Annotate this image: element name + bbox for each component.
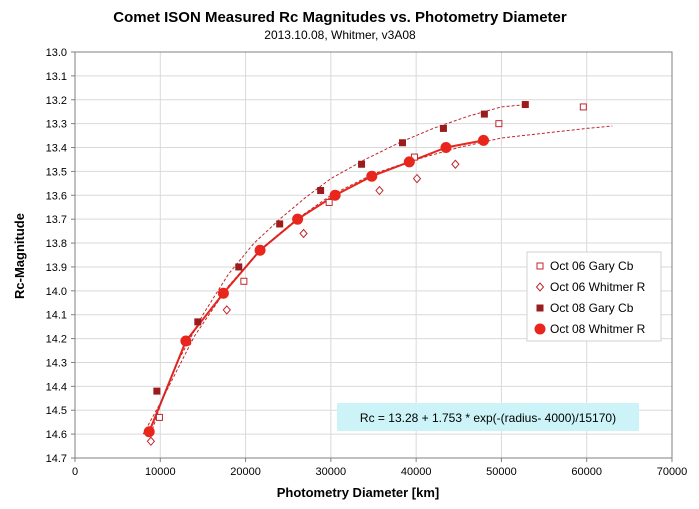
legend-marker	[534, 323, 546, 335]
data-point	[412, 173, 422, 184]
chart-subtitle: 2013.10.08, Whitmer, v3A08	[264, 28, 416, 42]
legend-label: Oct 06 Whitmer R	[550, 280, 646, 294]
legend-item: Oct 08 Gary Cb	[536, 301, 634, 315]
data-point	[222, 305, 231, 315]
data-point	[155, 413, 163, 421]
data-point	[521, 101, 529, 109]
x-tick-label: 50000	[486, 466, 517, 478]
legend-item: Oct 08 Whitmer R	[534, 322, 646, 336]
data-point	[440, 142, 452, 154]
data-point	[217, 287, 229, 299]
legend-label: Oct 08 Gary Cb	[550, 301, 634, 315]
chart-title: Comet ISON Measured Rc Magnitudes vs. Ph…	[113, 9, 567, 26]
data-point	[254, 244, 266, 256]
y-axis-title: Rc-Magnitude	[12, 213, 27, 299]
series-oct-08-gary-cb	[153, 101, 529, 395]
data-point	[317, 187, 325, 195]
data-markers	[143, 101, 587, 447]
y-tick-label: 14.2	[46, 334, 67, 346]
legend-label: Oct 08 Whitmer R	[550, 322, 646, 336]
data-point	[478, 134, 490, 146]
data-point	[299, 228, 308, 239]
formula-text: Rc = 13.28 + 1.753 * exp(-(radius- 4000)…	[360, 411, 616, 425]
data-point	[235, 263, 243, 271]
x-tick-label: 40000	[401, 466, 432, 478]
data-point	[366, 170, 378, 182]
y-tick-label: 13.0	[46, 47, 67, 59]
y-tick-label: 14.1	[46, 310, 67, 322]
data-point	[276, 220, 284, 228]
y-tick-label: 13.5	[46, 166, 67, 178]
tick-labels: 13.0 13.1 13.2 13.3 13.4 13.5 13.6 13.7 13.8 13.9…	[46, 47, 688, 478]
data-point	[153, 387, 161, 395]
grid	[75, 52, 672, 458]
y-tick-label: 14.5	[46, 405, 67, 417]
data-point	[358, 160, 366, 168]
data-point	[403, 156, 415, 168]
series-oct-06-gary-cb	[155, 103, 587, 421]
fit-curve-dashed	[142, 125, 613, 435]
y-tick-label: 13.2	[46, 95, 67, 107]
formula-annotation: Rc = 13.28 + 1.753 * exp(-(radius- 4000)…	[337, 403, 639, 431]
x-tick-label: 10000	[145, 466, 176, 478]
y-tick-label: 13.6	[46, 190, 67, 202]
fit-curve-solid	[148, 139, 484, 433]
plot-area	[74, 51, 673, 459]
data-point	[143, 426, 155, 438]
legend-box	[526, 251, 662, 342]
x-tick-label: 20000	[230, 466, 261, 478]
y-tick-label: 13.1	[46, 71, 67, 83]
x-tick-label: 0	[72, 466, 78, 478]
formula-box	[337, 403, 639, 431]
legend-label: Oct 06 Gary Cb	[550, 259, 634, 273]
y-tick-label: 14.3	[46, 357, 67, 369]
y-tick-label: 14.7	[46, 453, 67, 465]
legend-marker	[536, 304, 544, 312]
data-point	[375, 185, 384, 196]
y-tick-label: 14.6	[46, 429, 67, 441]
x-tick-label: 30000	[316, 466, 347, 478]
data-point	[325, 198, 333, 206]
x-tick-label: 70000	[657, 466, 688, 478]
y-tick-label: 14.0	[46, 286, 67, 298]
data-point	[194, 318, 202, 326]
data-point	[579, 103, 587, 111]
x-tick-label: 60000	[571, 466, 602, 478]
series-oct-08-whitmer-r	[143, 134, 490, 438]
legend-marker	[535, 282, 545, 292]
data-point	[451, 159, 460, 170]
fit-curves	[142, 104, 613, 435]
legend-marker	[536, 262, 544, 270]
data-point	[180, 335, 192, 347]
data-point	[398, 139, 406, 147]
legend: Oct 06 Gary Cb Oct 06 Whitmer R Oct 08 Gar…	[526, 251, 662, 342]
y-tick-label: 14.4	[46, 381, 67, 393]
y-tick-label: 13.8	[46, 238, 67, 250]
fit-curve-dashed	[150, 104, 528, 435]
data-point	[240, 277, 248, 285]
y-tick-label: 13.7	[46, 214, 67, 226]
y-tick-label: 13.3	[46, 119, 67, 131]
series-oct-06-whitmer-r	[146, 159, 460, 447]
y-tick-label: 13.9	[46, 262, 67, 274]
data-point	[292, 213, 304, 225]
data-point	[146, 436, 156, 447]
data-point	[480, 110, 488, 118]
legend-item: Oct 06 Whitmer R	[535, 280, 646, 294]
legend-item: Oct 06 Gary Cb	[536, 259, 634, 273]
y-tick-label: 13.4	[46, 143, 67, 155]
data-point	[495, 120, 503, 128]
x-axis-title: Photometry Diameter [km]	[277, 485, 440, 500]
data-point	[329, 189, 341, 201]
data-point	[439, 124, 447, 132]
